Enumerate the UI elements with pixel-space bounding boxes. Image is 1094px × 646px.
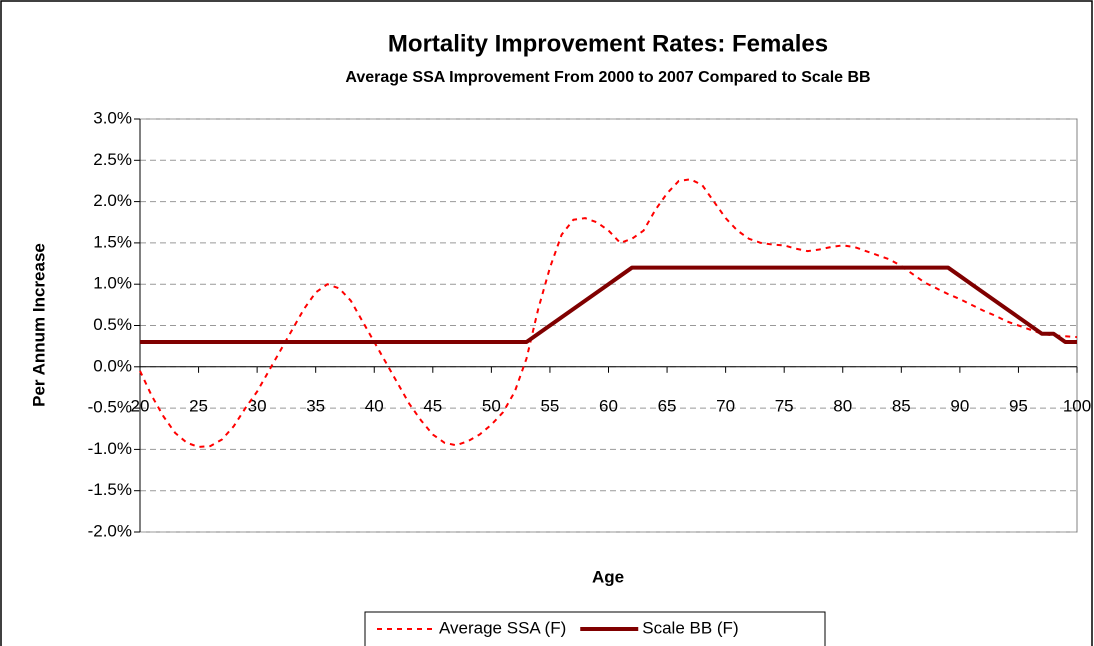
x-tick-label: 95 xyxy=(1009,396,1028,415)
x-tick-label: 55 xyxy=(540,396,559,415)
x-tick-label: 65 xyxy=(658,396,677,415)
y-tick-label: 1.5% xyxy=(93,232,132,251)
x-tick-label: 30 xyxy=(248,396,267,415)
x-tick-label: 25 xyxy=(189,396,208,415)
chart-title: Mortality Improvement Rates: Females xyxy=(388,30,828,57)
x-tick-label: 60 xyxy=(599,396,618,415)
x-tick-label: 75 xyxy=(775,396,794,415)
y-tick-label: 0.5% xyxy=(93,315,132,334)
y-tick-label: -2.0% xyxy=(88,521,132,540)
x-tick-label: 45 xyxy=(423,396,442,415)
y-tick-label: 1.0% xyxy=(93,274,132,293)
legend-label: Scale BB (F) xyxy=(642,618,738,637)
y-tick-label: 2.5% xyxy=(93,150,132,169)
series-line xyxy=(139,178,1078,448)
x-tick-label: 90 xyxy=(950,396,969,415)
series-line xyxy=(140,265,1077,345)
y-tick-label: 2.0% xyxy=(93,191,132,210)
x-tick-label: 80 xyxy=(833,396,852,415)
y-tick-label: -1.5% xyxy=(88,480,132,499)
x-tick-label: 50 xyxy=(482,396,501,415)
y-tick-label: 3.0% xyxy=(93,108,132,127)
x-tick-label: 20 xyxy=(131,396,150,415)
x-tick-label: 100 xyxy=(1063,396,1091,415)
y-tick-label: -0.5% xyxy=(88,398,132,417)
y-axis-label: Per Annum Increase xyxy=(29,243,48,407)
x-tick-label: 70 xyxy=(716,396,735,415)
x-tick-label: 85 xyxy=(892,396,911,415)
x-tick-label: 35 xyxy=(306,396,325,415)
legend-label: Average SSA (F) xyxy=(439,618,566,637)
y-tick-label: -1.0% xyxy=(88,439,132,458)
y-tick-label: 0.0% xyxy=(93,356,132,375)
x-tick-label: 40 xyxy=(365,396,384,415)
chart-subtitle: Average SSA Improvement From 2000 to 200… xyxy=(345,69,870,86)
x-axis-label: Age xyxy=(592,567,624,586)
